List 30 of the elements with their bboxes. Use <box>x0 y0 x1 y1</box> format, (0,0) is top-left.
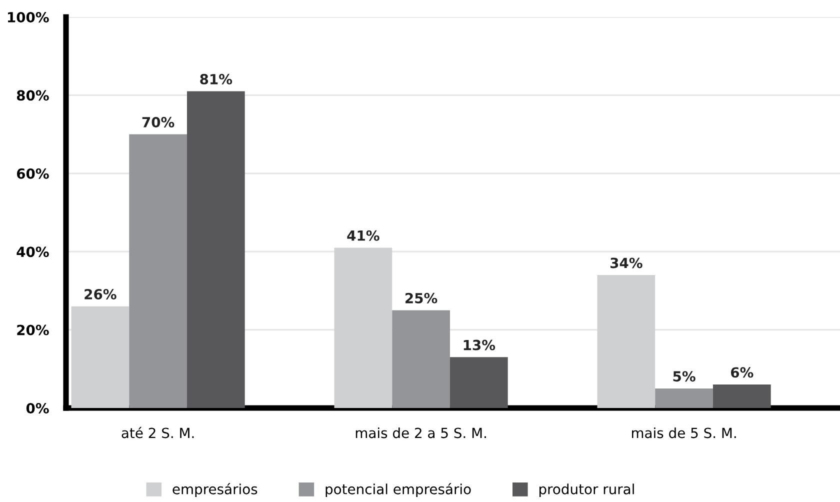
data-label: 6% <box>730 367 754 378</box>
bar <box>712 384 771 408</box>
bar <box>450 357 508 408</box>
data-label: 81% <box>200 74 232 84</box>
data-label: 70% <box>142 116 174 128</box>
y-tick-label: 20% <box>17 324 49 336</box>
x-tick-label: até 2 S. M. <box>122 426 194 438</box>
bar <box>655 388 713 408</box>
x-tick-label: mais de 5 S. M. <box>632 427 736 438</box>
bar <box>129 134 187 408</box>
data-label: 26% <box>84 288 116 300</box>
y-tick-label: 60% <box>16 168 49 179</box>
bar <box>334 248 392 408</box>
bar <box>186 91 245 408</box>
legend-label: potencial empresário <box>326 483 471 498</box>
bar <box>597 275 656 408</box>
y-tick-label: 80% <box>16 90 49 101</box>
legend-label: empresários <box>172 483 258 498</box>
data-label: 25% <box>406 292 438 304</box>
data-label: 13% <box>464 340 496 350</box>
legend-label: produtor rural <box>539 484 634 498</box>
data-label: 41% <box>347 230 380 241</box>
y-tick-label: 100% <box>8 12 49 22</box>
y-tick-label: 0% <box>26 402 49 414</box>
x-tick-label: mais de 2 a 5 S. M. <box>356 427 486 438</box>
bar <box>71 306 130 408</box>
y-tick-label: 40% <box>16 246 49 258</box>
data-label: 34% <box>610 258 642 268</box>
data-label: 5% <box>673 371 696 382</box>
bar <box>392 310 450 408</box>
